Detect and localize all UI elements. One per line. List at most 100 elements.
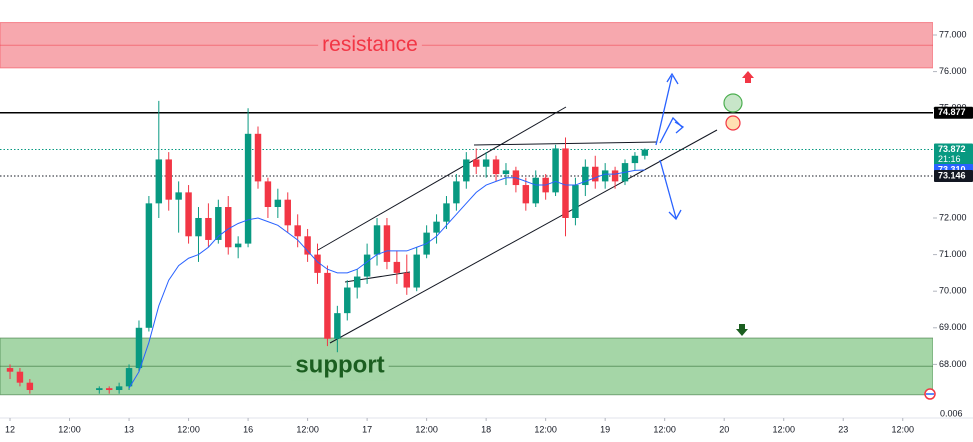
candle-body — [433, 221, 440, 233]
candle-body — [294, 225, 301, 237]
x-tick-label: 17 — [362, 424, 372, 434]
candle-body — [601, 170, 609, 182]
candle-body — [284, 199, 291, 226]
candle-body — [324, 272, 331, 339]
candle-body — [383, 225, 391, 262]
x-tick-label: 18 — [481, 424, 491, 434]
candle-body — [492, 159, 500, 175]
x-tick-label: 16 — [243, 424, 253, 434]
candle-body — [631, 155, 639, 164]
candle-body — [314, 254, 321, 273]
countdown: 21:16 — [938, 154, 961, 164]
zone-label: support — [295, 352, 384, 379]
price-label: 73.872 — [938, 144, 966, 154]
candle-body — [195, 217, 202, 237]
candle-body — [502, 170, 510, 175]
x-tick-label: 19 — [600, 424, 610, 434]
arrow-down-head — [668, 209, 682, 221]
candle-body — [254, 133, 262, 182]
candle-body — [115, 386, 123, 391]
candle-body — [482, 159, 490, 167]
candle-body — [175, 192, 182, 200]
candle-body — [155, 159, 163, 204]
candle-body — [413, 254, 420, 288]
candle-body — [244, 133, 252, 244]
candle-body — [26, 382, 34, 391]
up-marker — [742, 71, 754, 83]
candle-body — [552, 148, 559, 193]
y-tick-label: 68.000 — [939, 359, 967, 369]
target-circle — [723, 93, 743, 113]
ma-line — [128, 169, 645, 389]
price-label-bg — [934, 143, 973, 166]
candle-body — [373, 225, 381, 255]
indicator-label: 0.006 — [940, 408, 963, 418]
x-tick-label: 12:00 — [653, 424, 676, 434]
arrow-up-head — [666, 72, 679, 85]
candle-body — [6, 368, 14, 372]
arrow-down — [659, 159, 677, 219]
axes: 77.00076.00075.00072.00071.00070.00069.0… — [5, 29, 973, 434]
candle-body — [592, 166, 599, 182]
candle-body — [165, 159, 172, 200]
candle-body — [443, 203, 450, 222]
y-tick-label: 72.000 — [939, 212, 967, 222]
candle-body — [145, 203, 153, 328]
candle-body — [274, 199, 282, 208]
zone-label-bg — [318, 32, 422, 58]
candle-body — [264, 181, 272, 208]
y-tick-label: 70.000 — [939, 286, 967, 296]
price-axis — [933, 0, 973, 442]
candle-body — [215, 207, 222, 240]
price-label-bg — [934, 106, 973, 119]
arrow-up — [655, 75, 673, 146]
candle-body — [582, 166, 589, 186]
candle-body — [16, 371, 24, 383]
price-label: 73.310 — [938, 164, 966, 174]
y-tick-label: 69.000 — [939, 322, 967, 332]
x-tick-label: 23 — [838, 424, 848, 434]
candle-body — [562, 148, 569, 218]
y-tick-label: 71.000 — [939, 249, 967, 259]
zone-label-bg — [291, 352, 389, 381]
x-tick-label: 12:00 — [296, 424, 319, 434]
zone-labels: resistance support — [291, 32, 422, 381]
moving-average — [128, 169, 645, 389]
channel-upper — [317, 106, 567, 251]
candle-body — [105, 388, 113, 391]
candle-body — [96, 388, 103, 391]
candle-body — [304, 236, 311, 255]
candle-body — [522, 185, 530, 204]
y-tick-label: 76.000 — [939, 66, 967, 76]
arrow-mid-head — [674, 121, 685, 134]
candle-body — [234, 243, 242, 248]
candle-body — [611, 170, 619, 182]
x-tick-label: 12:00 — [772, 424, 795, 434]
x-tick-label: 13 — [124, 424, 134, 434]
candle-body — [344, 287, 351, 314]
candle-body — [185, 192, 192, 237]
candle-body — [463, 159, 470, 182]
candle-body — [353, 276, 361, 288]
channel-lower — [329, 129, 718, 344]
x-tick-label: 12:00 — [415, 424, 438, 434]
x-tick-label: 12 — [5, 424, 15, 434]
entry-circle — [725, 115, 741, 131]
zone-label: resistance — [322, 33, 418, 56]
candle-body — [572, 185, 579, 218]
candle-body — [135, 327, 143, 369]
candle-body — [363, 254, 371, 277]
candle-body — [532, 177, 539, 204]
price-label: 74.877 — [938, 107, 966, 117]
y-tick-label: 77.000 — [939, 29, 967, 39]
x-tick-label: 12:00 — [534, 424, 557, 434]
price-label-bg — [934, 170, 973, 183]
x-tick-label: 12:00 — [177, 424, 200, 434]
price-label: 73.146 — [938, 170, 966, 180]
x-tick-label: 12:00 — [58, 424, 81, 434]
candle-body — [403, 272, 411, 288]
candle-body — [472, 159, 480, 167]
x-tick-label: 20 — [719, 424, 729, 434]
x-tick-label: 12:00 — [891, 424, 914, 434]
